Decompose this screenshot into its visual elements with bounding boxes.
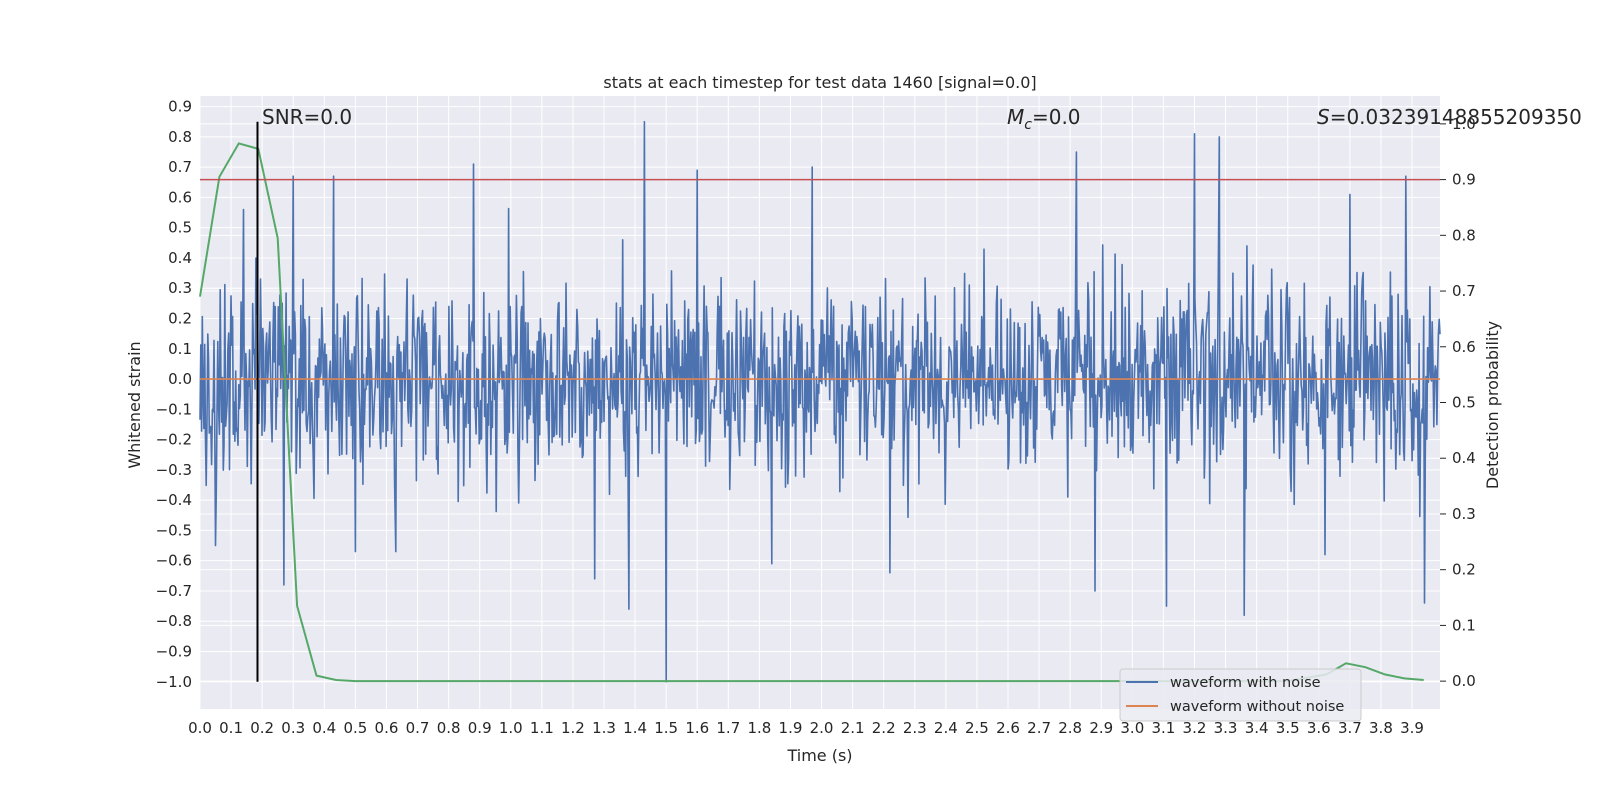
x-axis-label: Time (s) (786, 746, 852, 765)
right-y-tick-label: 0.7 (1452, 282, 1476, 300)
x-tick-label: 3.3 (1214, 719, 1238, 737)
x-tick-label: 0.1 (219, 719, 243, 737)
x-tick-label: 0.8 (437, 719, 461, 737)
right-y-tick-label: 0.4 (1452, 449, 1476, 467)
series-detection-probability (199, 142, 1424, 683)
left-y-tick-label: −0.2 (156, 431, 192, 449)
left-y-tick-label: −0.4 (156, 491, 192, 509)
left-y-axis-ticks: 0.9 0.8 0.7 0.6 0.5 0.4 0.3 0.2 0.1 0.0 −0.1 −0.2 −0… (156, 98, 192, 691)
legend-label-with-noise: waveform with noise (1170, 675, 1321, 691)
left-y-tick-label: 0.0 (168, 370, 192, 388)
x-tick-label: 2.8 (1058, 719, 1082, 737)
x-tick-label: 1.6 (685, 719, 709, 737)
x-tick-label: 0.3 (281, 719, 305, 737)
x-tick-label: 1.1 (530, 719, 554, 737)
right-y-axis-ticks: 1.0 0.9 0.8 0.7 0.6 0.5 0.4 0.3 0.2 0.1 0.0 (1440, 115, 1476, 690)
x-tick-label: 3.6 (1307, 719, 1331, 737)
right-y-tick-label: 0.9 (1452, 171, 1476, 189)
x-tick-label: 3.1 (1151, 719, 1175, 737)
s-value: =0.03239148855209350 (1330, 105, 1582, 129)
x-tick-label: 1.7 (716, 719, 740, 737)
x-tick-label: 3.2 (1183, 719, 1207, 737)
x-tick-label: 2.4 (934, 719, 958, 737)
right-y-tick-label: 0.6 (1452, 338, 1476, 356)
right-y-tick-label: 0.1 (1452, 616, 1476, 634)
x-tick-label: 1.2 (561, 719, 585, 737)
x-tick-label: 2.7 (1027, 719, 1051, 737)
x-tick-label: 1.0 (499, 719, 523, 737)
right-y-tick-label: 1.0 (1452, 115, 1476, 133)
x-tick-label: 2.5 (965, 719, 989, 737)
right-y-axis-label: Detection probability (1483, 321, 1502, 489)
x-tick-label: 3.5 (1276, 719, 1300, 737)
left-y-tick-label: 0.2 (168, 309, 192, 327)
left-y-tick-label: −0.8 (156, 612, 192, 630)
left-y-tick-label: 0.8 (168, 128, 192, 146)
x-tick-label: 2.6 (996, 719, 1020, 737)
x-tick-label: 0.2 (250, 719, 274, 737)
chirp-mass-subscript: c (1024, 117, 1032, 133)
left-y-tick-label: −0.9 (156, 642, 192, 660)
right-y-tick-label: 0.0 (1452, 672, 1476, 690)
x-tick-label: 2.2 (872, 719, 896, 737)
left-y-axis-label: Whitened strain (125, 341, 144, 468)
chart-title: stats at each timestep for test data 146… (603, 73, 1036, 92)
left-y-tick-label: −0.3 (156, 461, 192, 479)
chirp-mass-symbol: M (1007, 105, 1024, 129)
legend-label-without-noise: waveform without noise (1170, 699, 1344, 715)
snr-annotation: SNR=0.0 (262, 105, 352, 129)
legend-box (1119, 668, 1362, 722)
right-y-tick-label: 0.8 (1452, 226, 1476, 244)
left-y-tick-label: 0.1 (168, 340, 192, 358)
x-tick-label: 3.8 (1369, 719, 1393, 737)
s-annotation: S=0.03239148855209350 (1317, 105, 1582, 129)
x-tick-label: 2.1 (841, 719, 865, 737)
x-tick-label: 3.7 (1338, 719, 1362, 737)
grid-lines (199, 96, 1440, 709)
left-y-tick-label: −0.1 (156, 400, 192, 418)
left-y-tick-label: −0.7 (156, 582, 192, 600)
left-y-tick-label: 0.6 (168, 188, 192, 206)
left-y-tick-label: −0.5 (156, 521, 192, 539)
right-y-tick-label: 0.2 (1452, 561, 1476, 579)
x-tick-label: 2.3 (903, 719, 927, 737)
chirp-mass-annotation: Mc=0.0 (1007, 105, 1081, 133)
x-tick-label: 0.0 (188, 719, 212, 737)
right-y-tick-label: 0.5 (1452, 394, 1476, 412)
x-tick-label: 0.4 (312, 719, 336, 737)
x-tick-label: 2.9 (1089, 719, 1113, 737)
x-tick-label: 1.5 (654, 719, 678, 737)
legend: waveform with noise waveform without noi… (1119, 668, 1362, 722)
x-tick-label: 0.5 (343, 719, 367, 737)
x-tick-label: 0.9 (468, 719, 492, 737)
x-tick-label: 1.4 (623, 719, 647, 737)
x-axis-ticks: 0.0 0.1 0.2 0.3 0.4 0.5 0.6 0.7 0.8 0.9 1.0 1.1 1.2 1… (188, 719, 1424, 737)
left-y-tick-label: 0.7 (168, 158, 192, 176)
chirp-mass-value: =0.0 (1032, 105, 1081, 129)
x-tick-label: 3.9 (1400, 719, 1424, 737)
x-tick-label: 0.6 (375, 719, 399, 737)
left-y-tick-label: 0.3 (168, 279, 192, 297)
x-tick-label: 1.8 (747, 719, 771, 737)
x-tick-label: 3.4 (1245, 719, 1269, 737)
left-y-tick-label: 0.4 (168, 249, 192, 267)
right-y-tick-label: 0.3 (1452, 505, 1476, 523)
left-y-tick-label: 0.9 (168, 98, 192, 116)
x-tick-label: 1.3 (592, 719, 616, 737)
series-layer (199, 120, 1441, 683)
series-waveform-with-noise (199, 120, 1441, 683)
x-tick-label: 0.7 (406, 719, 430, 737)
x-tick-label: 2.0 (810, 719, 834, 737)
x-tick-label: 1.9 (779, 719, 803, 737)
x-tick-label: 3.0 (1120, 719, 1144, 737)
s-symbol: S (1317, 105, 1330, 129)
left-y-tick-label: 0.5 (168, 219, 192, 237)
plot-area (199, 120, 1441, 683)
left-y-tick-label: −1.0 (156, 673, 192, 691)
left-y-tick-label: −0.6 (156, 552, 192, 570)
